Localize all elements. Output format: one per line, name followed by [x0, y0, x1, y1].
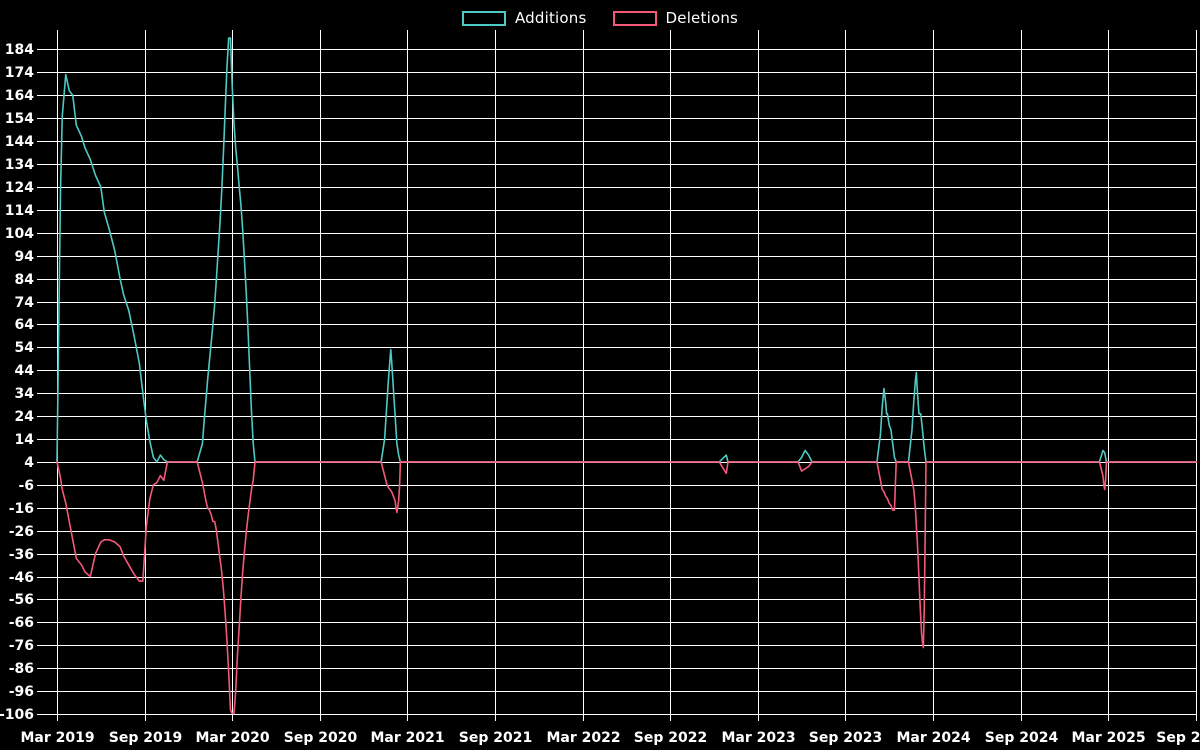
y-tick-label: 164	[5, 88, 34, 104]
series-line-deletions	[56, 461, 1197, 714]
y-tick-label: -86	[9, 661, 34, 677]
series-group	[56, 37, 1197, 714]
y-tick-label: 44	[15, 363, 35, 379]
y-tick-label: 144	[5, 134, 34, 150]
gridlines: 1841741641541441341241141049484746454443…	[0, 30, 1200, 746]
y-tick-label: 114	[5, 203, 34, 219]
y-tick-label: 94	[15, 249, 35, 265]
x-tick-label: Sep 2024	[985, 730, 1059, 746]
y-tick-label: 84	[15, 272, 35, 288]
y-tick-label: -46	[9, 570, 34, 586]
y-tick-label: -36	[9, 547, 34, 563]
y-tick-label: -96	[9, 684, 34, 700]
y-tick-label: -76	[9, 638, 34, 654]
y-tick-label: 54	[15, 340, 35, 356]
x-tick-label: Sep 2019	[109, 730, 182, 746]
x-tick-label: Mar 2019	[20, 730, 94, 746]
x-tick-label: Mar 2022	[546, 730, 620, 746]
x-tick-label: Mar 2020	[195, 730, 269, 746]
y-tick-label: 104	[5, 226, 34, 242]
chart-legend: Additions Deletions	[0, 0, 1200, 36]
legend-label-additions: Additions	[514, 8, 587, 27]
y-tick-label: -6	[18, 478, 34, 494]
y-tick-label: 64	[15, 317, 35, 333]
x-tick-label: Sep 2025	[1156, 730, 1200, 746]
legend-entry-deletions[interactable]: Deletions	[612, 8, 739, 27]
x-tick-label: Sep 2022	[634, 730, 707, 746]
y-tick-label: 174	[5, 65, 34, 81]
x-tick-label: Mar 2023	[721, 730, 795, 746]
y-tick-label: 74	[15, 295, 35, 311]
y-tick-label: -106	[0, 707, 34, 723]
y-tick-label: 4	[24, 455, 34, 471]
x-tick-label: Mar 2025	[1071, 730, 1145, 746]
x-tick-label: Mar 2024	[896, 730, 970, 746]
x-tick-label: Sep 2021	[459, 730, 532, 746]
y-tick-label: 154	[5, 111, 34, 127]
legend-swatch-deletions	[612, 10, 657, 26]
y-tick-label: -16	[9, 501, 34, 517]
legend-swatch-additions	[461, 10, 506, 26]
x-tick-label: Sep 2020	[284, 730, 358, 746]
y-tick-label: -56	[9, 592, 34, 608]
y-tick-label: -26	[9, 524, 34, 540]
y-tick-label: 24	[15, 409, 35, 425]
y-tick-label: 14	[15, 432, 35, 448]
legend-entry-additions[interactable]: Additions	[461, 8, 587, 27]
x-tick-label: Mar 2021	[370, 730, 444, 746]
y-tick-label: 34	[15, 386, 35, 402]
x-tick-label: Sep 2023	[809, 730, 882, 746]
y-tick-label: 184	[5, 42, 34, 58]
y-tick-label: 124	[5, 180, 34, 196]
legend-label-deletions: Deletions	[665, 8, 739, 27]
series-line-additions	[56, 37, 1197, 463]
y-tick-label: 134	[5, 157, 34, 173]
y-tick-label: -66	[9, 615, 34, 631]
